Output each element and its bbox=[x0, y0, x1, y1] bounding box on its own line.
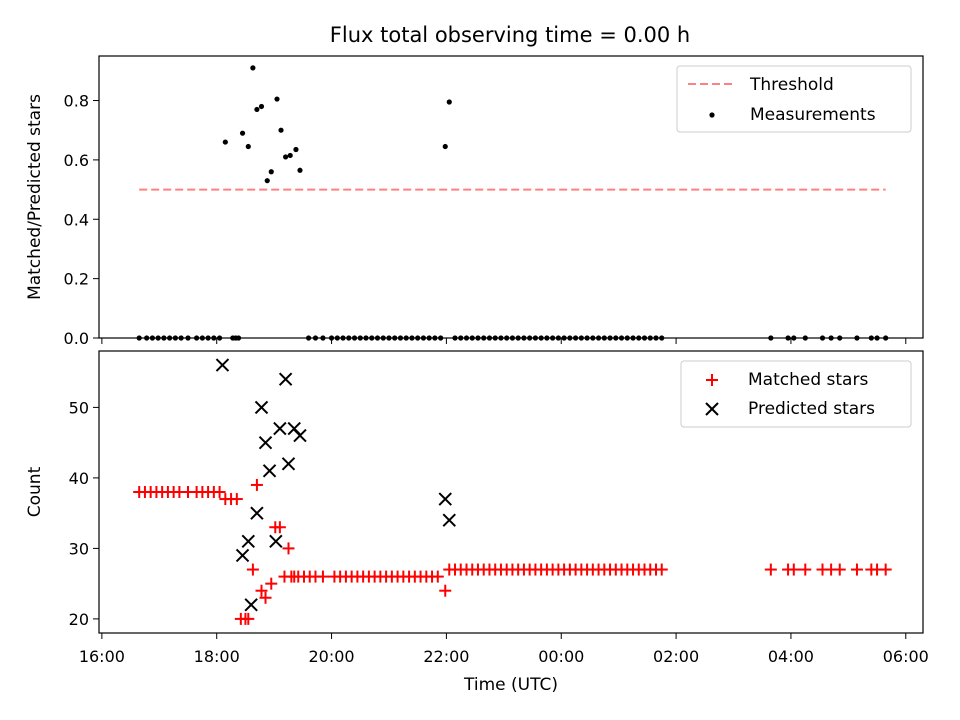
bottom-y-axis-label: Count bbox=[25, 466, 45, 517]
matched-star-point bbox=[879, 563, 892, 576]
x-tick-label: 22:00 bbox=[423, 647, 469, 666]
predicted-star-point bbox=[269, 534, 283, 549]
predicted-star-point bbox=[293, 428, 307, 443]
matched-star-point bbox=[242, 612, 255, 625]
bottom-panel: 20 30 40 50 16:00 18:00 20:00 22:00 00:00 02:00 0… bbox=[25, 350, 929, 695]
measurement-point bbox=[254, 106, 260, 113]
measurement-point bbox=[278, 127, 284, 133]
matched-star-point bbox=[246, 563, 259, 576]
x-tick-label: 04:00 bbox=[768, 647, 814, 666]
predicted-star-point bbox=[241, 534, 256, 549]
matched-star-point bbox=[764, 563, 777, 576]
top-y-tick-label: 0.2 bbox=[64, 270, 89, 289]
bottom-x-ticks: 16:00 18:00 20:00 22:00 00:00 02:00 04:00 06:00 bbox=[79, 633, 929, 666]
bottom-y-tick-label: 50 bbox=[69, 398, 89, 417]
measurement-point bbox=[258, 103, 265, 110]
predicted-star-point bbox=[215, 358, 230, 372]
matched-legend-marker bbox=[706, 374, 718, 386]
measurement-point bbox=[442, 143, 448, 150]
predicted-star-point bbox=[262, 464, 277, 478]
measurement-point bbox=[274, 96, 280, 102]
matched-star-point bbox=[259, 591, 272, 604]
top-x-ticks bbox=[101, 338, 907, 344]
matched-star-point bbox=[850, 563, 863, 576]
x-axis-label: Time (UTC) bbox=[463, 675, 558, 695]
threshold-legend-label: Threshold bbox=[749, 75, 834, 95]
matched-star-point bbox=[213, 486, 226, 498]
top-legend: Threshold Measurements bbox=[676, 65, 912, 133]
predicted-star-point bbox=[244, 598, 258, 612]
measurements-points bbox=[136, 65, 889, 341]
x-tick-label: 02:00 bbox=[653, 647, 699, 666]
x-tick-label: 06:00 bbox=[883, 647, 929, 666]
matched-star-point bbox=[799, 563, 812, 576]
bottom-legend: Matched stars Predicted stars bbox=[680, 360, 912, 428]
matched-star-point bbox=[431, 570, 444, 583]
bottom-y-ticks: 20 30 40 50 bbox=[69, 398, 99, 629]
measurement-point bbox=[264, 178, 270, 184]
measurements-legend-marker bbox=[709, 112, 715, 118]
measurement-point bbox=[297, 167, 303, 173]
top-y-tick-label: 0.8 bbox=[64, 92, 89, 111]
matched-star-point bbox=[833, 563, 846, 576]
matched-star-point bbox=[265, 577, 278, 590]
top-legend-box bbox=[676, 65, 912, 133]
top-y-tick-label: 0.4 bbox=[64, 210, 89, 229]
measurement-point bbox=[293, 146, 299, 153]
x-tick-label: 16:00 bbox=[79, 647, 125, 666]
matched-star-point bbox=[439, 584, 452, 597]
predicted-star-point bbox=[254, 400, 269, 415]
measurement-point bbox=[283, 154, 289, 160]
measurement-point bbox=[287, 152, 293, 159]
bottom-y-tick-label: 40 bbox=[69, 469, 89, 488]
predicted-star-point bbox=[438, 492, 452, 506]
top-y-axis-label: Matched/Predicted stars bbox=[25, 94, 45, 300]
top-y-tick-label: 0.6 bbox=[64, 151, 89, 170]
matched-star-point bbox=[255, 584, 268, 597]
measurement-point bbox=[239, 130, 246, 136]
predicted-star-point bbox=[442, 513, 456, 527]
predicted-star-point bbox=[273, 421, 287, 436]
predicted-star-point bbox=[258, 435, 273, 450]
bottom-points bbox=[133, 358, 892, 625]
top-y-ticks: 0.0 0.2 0.4 0.6 0.8 bbox=[64, 92, 99, 348]
measurement-point bbox=[268, 169, 274, 175]
predicted-legend-label: Predicted stars bbox=[748, 399, 875, 419]
matched-star-point bbox=[230, 493, 243, 506]
matched-star-point bbox=[250, 478, 263, 491]
predicted-star-point bbox=[278, 372, 293, 386]
measurement-point bbox=[446, 99, 452, 105]
top-y-tick-label: 0.0 bbox=[64, 329, 89, 348]
matched-legend-label: Matched stars bbox=[748, 370, 868, 390]
matched-star-point bbox=[655, 563, 668, 576]
matched-star-point bbox=[316, 570, 329, 583]
measurement-point bbox=[222, 139, 228, 145]
matched-star-point bbox=[273, 521, 286, 534]
top-axes-frame bbox=[98, 55, 924, 339]
predicted-star-point bbox=[250, 506, 264, 520]
predicted-star-point bbox=[235, 548, 250, 563]
matched-star-point bbox=[282, 542, 295, 555]
bottom-legend-box bbox=[680, 360, 912, 428]
measurements-legend-label: Measurements bbox=[750, 105, 876, 125]
bottom-y-tick-label: 20 bbox=[69, 610, 89, 629]
predicted-star-point bbox=[281, 457, 296, 471]
predicted-legend-marker bbox=[705, 402, 719, 416]
measurement-point bbox=[250, 65, 256, 71]
x-tick-label: 00:00 bbox=[538, 647, 584, 666]
matched-star-point bbox=[787, 563, 800, 576]
bottom-y-tick-label: 30 bbox=[69, 539, 89, 558]
bottom-axes-frame bbox=[98, 350, 924, 634]
x-tick-label: 18:00 bbox=[194, 647, 240, 666]
measurement-point bbox=[245, 143, 251, 150]
x-tick-label: 20:00 bbox=[309, 647, 355, 666]
top-panel: 0.00.20.40.60.8 Matched/Predicted stars … bbox=[25, 55, 924, 348]
chart-title: Flux total observing time = 0.00 h bbox=[330, 23, 690, 47]
